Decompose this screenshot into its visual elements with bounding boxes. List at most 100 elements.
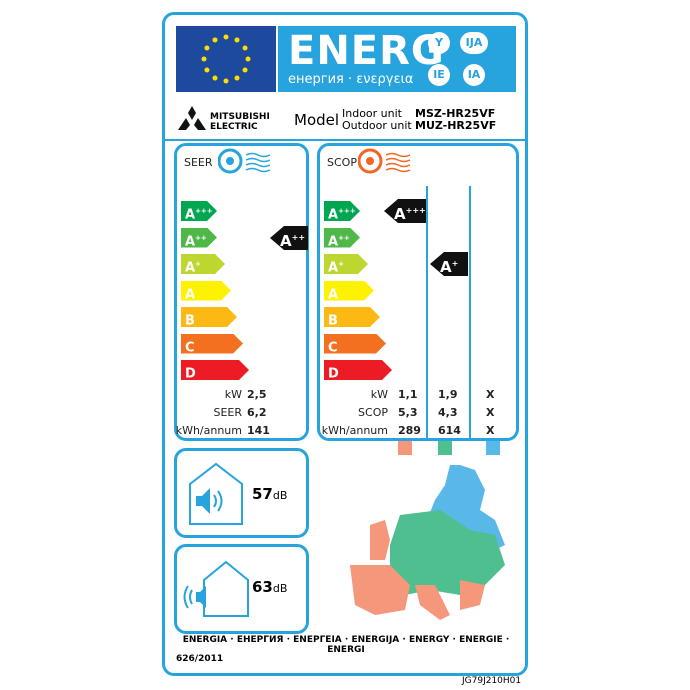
indoor-noise: 57dB (252, 485, 287, 503)
scop-class-2-sup: + (451, 259, 459, 268)
scop-scale-bar: A++ (324, 228, 360, 248)
climate-zone-swatch (398, 441, 412, 455)
seer-scale-bar: B (181, 307, 237, 327)
seer-scale-bar: A++ (181, 228, 217, 248)
scop-scale-bar: B (324, 307, 380, 327)
scale-letter: A (328, 260, 339, 276)
scale-letter: D (328, 366, 339, 382)
indoor-noise-value: 57 (252, 485, 273, 503)
brand-name: MITSUBISHI ELECTRIC (210, 112, 270, 132)
outdoor-noise-value: 63 (252, 578, 273, 596)
scale-letter: A (185, 260, 196, 276)
scale-sup: +++ (195, 207, 213, 215)
divider (165, 139, 525, 141)
label-frame (162, 12, 528, 676)
energy-title: ENERG (288, 28, 445, 74)
scop-row-label: kW (370, 388, 388, 401)
scop-row-value: X (486, 388, 495, 401)
scop-scale-bar: A+ (324, 254, 368, 274)
indoor-model: MSZ-HR25VF (415, 107, 496, 120)
column-divider (426, 186, 428, 440)
label-code: JG79J210H01 (462, 676, 522, 686)
badge-ia: IA (463, 64, 485, 86)
scop-title: SCOP (327, 156, 357, 169)
seer-scale-bar: D (181, 360, 249, 380)
badge-y: Y (428, 32, 450, 54)
seer-row-label: kWh/annum (175, 424, 242, 437)
scop-row-value: 1,1 (398, 388, 418, 401)
seer-title: SEER (184, 156, 213, 169)
energy-header: ENERG енергия · ενεργεια Y IJA IE IA (278, 26, 516, 92)
scop-row-value: 1,9 (438, 388, 458, 401)
column-divider (469, 186, 471, 440)
eu-star-icon (234, 37, 240, 43)
seer-scale-bar: C (181, 334, 243, 354)
outdoor-label: Outdoor unit (342, 119, 412, 132)
seer-panel (174, 143, 309, 441)
outdoor-model: MUZ-HR25VF (415, 119, 497, 132)
europe-climate-map-icon (350, 465, 505, 620)
scale-letter: A (328, 207, 339, 223)
seer-scale-bar: A+++ (181, 201, 217, 221)
seer-row-value: 141 (247, 424, 270, 437)
eu-star-icon (201, 56, 207, 62)
scop-panel (317, 143, 519, 441)
scale-letter: B (328, 313, 338, 329)
seer-row-value: 2,5 (247, 388, 267, 401)
scale-sup: + (338, 260, 344, 268)
indoor-noise-panel (174, 448, 309, 538)
scop-scale-bar: C (324, 334, 386, 354)
scop-row-value: 4,3 (438, 406, 458, 419)
climate-zone-swatch (438, 441, 452, 455)
eu-star-icon (234, 75, 240, 81)
scop-class-1: A (394, 205, 406, 223)
brand-line2: ELECTRIC (210, 122, 258, 132)
eu-star-icon (204, 45, 210, 51)
scale-sup: + (195, 260, 201, 268)
model-numbers: MSZ-HR25VF MUZ-HR25VF (415, 108, 496, 132)
eu-star-icon (245, 56, 251, 62)
seer-class: A (280, 232, 292, 250)
scop-row-label: kWh/annum (321, 424, 388, 437)
scale-letter: A (328, 233, 339, 249)
outdoor-noise-panel (174, 544, 309, 634)
mitsubishi-logo-icon (178, 106, 206, 130)
seer-class-sup: ++ (291, 233, 306, 242)
badge-ija: IJA (460, 32, 488, 54)
footer-languages: ENERGIA · ЕНЕРГИЯ · ΕΝΕΡΓΕΙΑ · ENERGIJA … (182, 635, 510, 655)
eu-star-icon (223, 78, 229, 84)
seer-scale-bar: A (181, 281, 231, 301)
scale-letter: A (185, 286, 196, 302)
scop-scale-bar: D (324, 360, 392, 380)
outdoor-noise: 63dB (252, 578, 287, 596)
eu-star-icon (223, 34, 229, 40)
scop-class-2: A (440, 258, 452, 276)
scop-row-value: X (486, 406, 495, 419)
seer-row-value: 6,2 (247, 406, 267, 419)
scop-row-value: 614 (438, 424, 461, 437)
outdoor-noise-unit: dB (272, 582, 288, 595)
scop-scale-bar: A+++ (324, 201, 360, 221)
scale-letter: A (185, 233, 196, 249)
eu-star-icon (212, 75, 218, 81)
climate-zone-swatch (486, 441, 500, 455)
scop-row-label: SCOP (358, 406, 388, 419)
indoor-noise-unit: dB (272, 489, 288, 502)
scop-scale-bar: A (324, 281, 374, 301)
indoor-speaker-house-icon (189, 462, 243, 525)
scale-letter: C (328, 339, 338, 355)
scale-sup: ++ (195, 233, 207, 242)
scop-class-1-sup: +++ (405, 206, 426, 215)
scale-letter: C (185, 339, 195, 355)
scale-letter: A (328, 286, 339, 302)
brand-line1: MITSUBISHI (210, 112, 270, 122)
scale-letter: A (185, 207, 196, 223)
indoor-label: Indoor unit (342, 107, 402, 120)
energy-subtitle: енергия · ενεργεια (288, 72, 414, 87)
seer-scale-bar: A+ (181, 254, 225, 274)
scop-row-value: X (486, 424, 495, 437)
heating-fan-icon (358, 148, 411, 174)
regulation-number: 626/2011 (176, 654, 224, 664)
eu-star-icon (212, 37, 218, 43)
unit-labels: Indoor unit Outdoor unit (342, 108, 412, 132)
